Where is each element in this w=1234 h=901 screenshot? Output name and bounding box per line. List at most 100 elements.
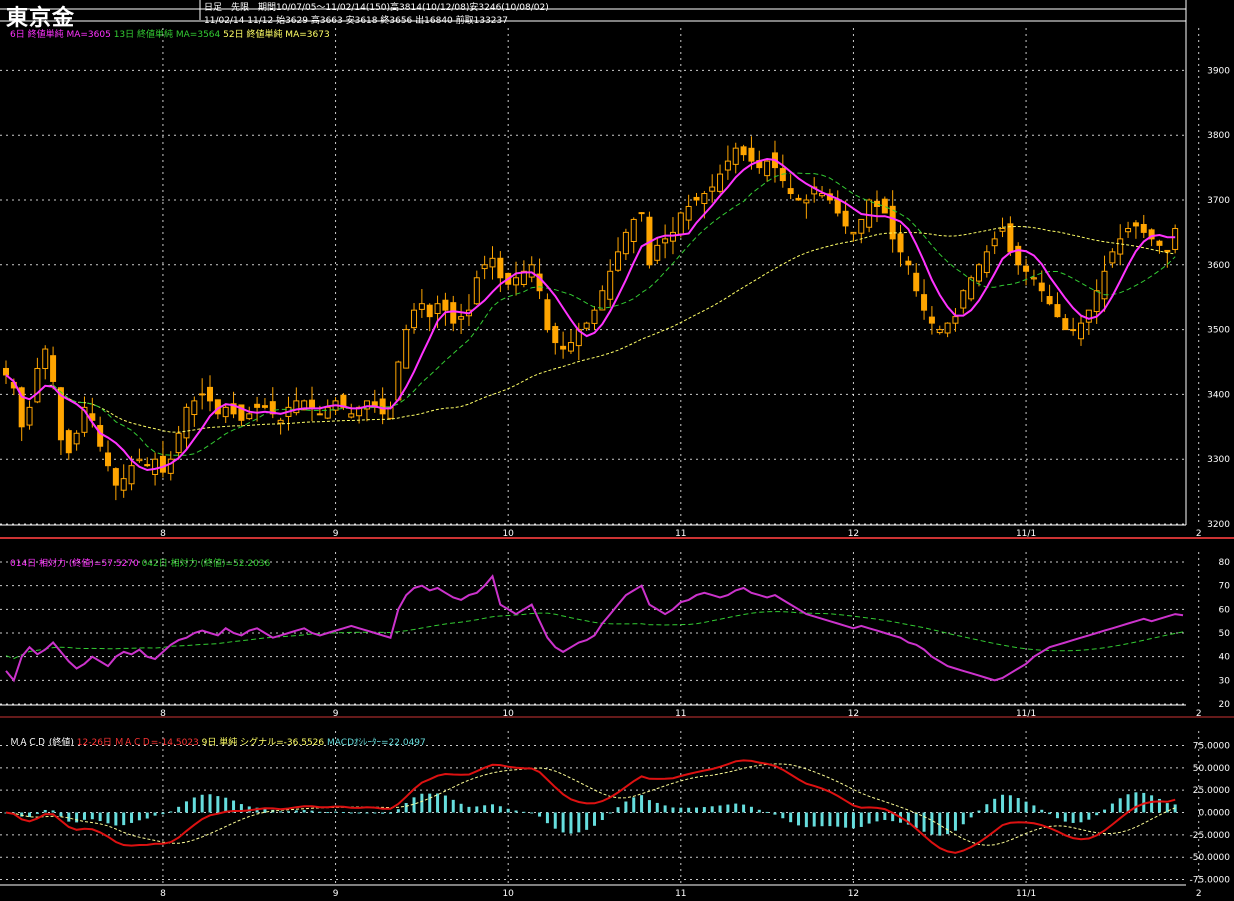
candle-body [246,413,253,420]
macd-histogram-bar [640,795,644,813]
candle-body [1093,290,1100,313]
candle-body [191,400,198,416]
candle-body [1077,322,1084,340]
macd-histogram-bar [695,807,699,813]
macd-histogram-bar [177,806,181,813]
macd-histogram-bar [938,812,942,836]
macd-histogram-bar [514,810,518,813]
macd-histogram-bar [530,812,534,814]
macd-histogram-bar [334,811,338,813]
main-legend: 6日 終値単純 MA=3605 13日 終値単純 MA=3564 52日 終値単… [10,27,330,40]
macd-histogram-bar [184,801,188,813]
macd-histogram-bar [161,812,165,815]
macd-histogram-bar [114,812,118,826]
macd-histogram-bar [647,800,651,813]
candle-body [442,299,449,311]
candle-body [693,196,700,201]
rsi-x-tick-label: 10 [502,709,514,719]
macd-histogram-bar [851,812,855,829]
candle-body [144,464,151,467]
macd-histogram-bar [906,812,910,825]
macd-histogram-bar [718,805,722,813]
candle-body [819,193,826,197]
candle-body [1132,222,1139,227]
candle-body [536,273,543,292]
macd-histogram-bar [593,812,596,826]
price-y-tick-label: 3700 [1207,196,1230,206]
candle-body [324,406,331,419]
macd-histogram-bar [130,812,134,823]
macd-histogram-bar [1173,804,1177,813]
price-y-tick-label: 3200 [1207,520,1230,530]
macd-y-tick-label: -75.0000 [1190,876,1231,886]
candle-body [81,406,88,433]
candle-body [1023,265,1030,272]
candle-body [301,400,308,411]
ma52-line [5,225,1176,433]
price-x-tick-label: 9 [333,529,339,539]
candle-body [128,465,135,485]
ma6-line [5,157,1176,472]
candle-body [73,432,80,445]
macd-histogram-bar [35,812,39,814]
macd-histogram-bar [1118,798,1122,813]
macd-histogram-bar [498,806,502,813]
app-title: 東京金 [6,6,76,31]
macd-histogram-bar [365,812,369,814]
candle-body [913,272,920,292]
candle-body [363,400,370,410]
candle-body [489,257,496,268]
macd-histogram-bar [608,812,612,814]
candle-body [999,228,1006,232]
macd-histogram-bar [1087,812,1091,820]
candle-body [520,270,527,285]
macd-histogram-bar [357,812,361,814]
macd-histogram-bar [1110,803,1114,813]
macd-histogram-bar [286,811,290,813]
macd-histogram-bar [1079,812,1083,823]
macd-histogram-bar [953,812,957,831]
rsi-y-tick-label: 70 [1219,582,1231,592]
macd-histogram-bar [341,812,345,814]
candle-body [834,199,841,214]
macd-histogram-bar [451,799,455,813]
macd-histogram-bar [545,812,549,824]
macd-histogram-bar [137,812,141,821]
macd-histogram-bar [122,812,126,826]
legend-ma13: 13日 終値単純 MA=3564 [113,30,221,40]
macd-histogram-bar [373,812,377,814]
macd-histogram-bar [318,811,322,813]
macd-histogram-bar [600,812,604,821]
macd-histogram-bar [1032,805,1036,813]
price-y-tick-label: 3500 [1207,326,1230,336]
macd-histogram-bar [436,793,440,813]
macd-histogram-bar [1055,812,1059,819]
rsi-x-tick-label: 2 [1196,709,1202,719]
candle-body [748,147,755,162]
macd-histogram-bar [891,812,895,822]
macd-histogram-bar [326,812,330,814]
macd-histogram-bar [67,812,71,822]
macd-histogram-bar [381,812,385,814]
macd-histogram-bar [1040,809,1044,813]
candle-body [638,212,645,215]
candle-body [567,342,574,352]
candle-body [583,322,590,329]
candle-body [677,212,684,235]
macd-histogram-bar [349,812,353,814]
macd-histogram-bar [483,805,487,813]
macd-histogram-bar [679,807,683,813]
macd-histogram-bar [82,812,86,820]
macd-histogram-bar [106,812,110,824]
legend-signal: 9日 単純 シグナル=-36.5526 [201,738,325,748]
candle-body [764,160,771,177]
legend-ma52: 52日 終値単純 MA=3673 [223,30,330,40]
macd-x-tick-label: 12 [848,889,859,899]
macd-histogram-bar [28,812,32,818]
macd-histogram-bar [1071,812,1075,823]
candle-body [371,401,378,408]
candle-body [732,147,739,165]
candle-body [928,316,935,324]
candle-body [669,231,676,242]
